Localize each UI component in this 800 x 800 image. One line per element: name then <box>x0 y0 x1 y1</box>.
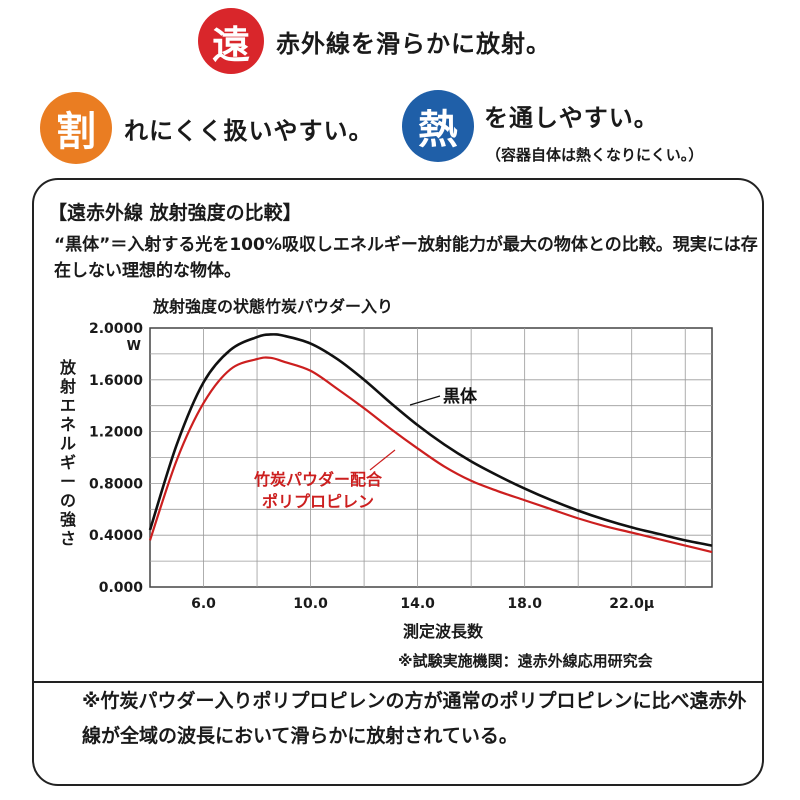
panel-description: “黒体”＝入射する光を100%吸収しエネルギー放射能力が最大の物体との比較。現実… <box>54 235 758 281</box>
panel-note: ※竹炭パウダー入りポリプロピレンの方が通常のポリプロピレンに比べ遠赤外線が全域の… <box>82 690 747 747</box>
feature-crack-text: れにくく扱いやすい。 <box>124 116 374 145</box>
panel-title: 【遠赤外線 放射強度の比較】 <box>48 202 302 224</box>
y-axis-label: 放射エネルギーの強さ <box>59 358 76 548</box>
panel-divider <box>34 681 762 683</box>
badge-far-icon: 遠 <box>198 8 264 74</box>
test-source: ※試験実施機関：遠赤外線応用研究会 <box>398 652 653 670</box>
chart-title: 放射強度の状態竹炭パウダー入り <box>153 297 394 316</box>
feature-crack-resistant: 割 れにくく扱いやすい。 <box>40 92 374 164</box>
comparison-panel <box>32 178 764 786</box>
feature-heat-text: を通しやすい。 <box>484 103 659 132</box>
badge-crack-icon: 割 <box>40 92 112 164</box>
badge-heat-icon: 熱 <box>402 90 474 162</box>
feature-far-text: 赤外線を滑らかに放射。 <box>276 29 551 58</box>
feature-heat-subtext: （容器自体は熱くなりにくい。） <box>486 146 704 164</box>
feature-far-infrared: 遠 赤外線を滑らかに放射。 <box>198 8 551 74</box>
feature-heat-conductive: 熱 を通しやすい。 <box>402 90 659 162</box>
